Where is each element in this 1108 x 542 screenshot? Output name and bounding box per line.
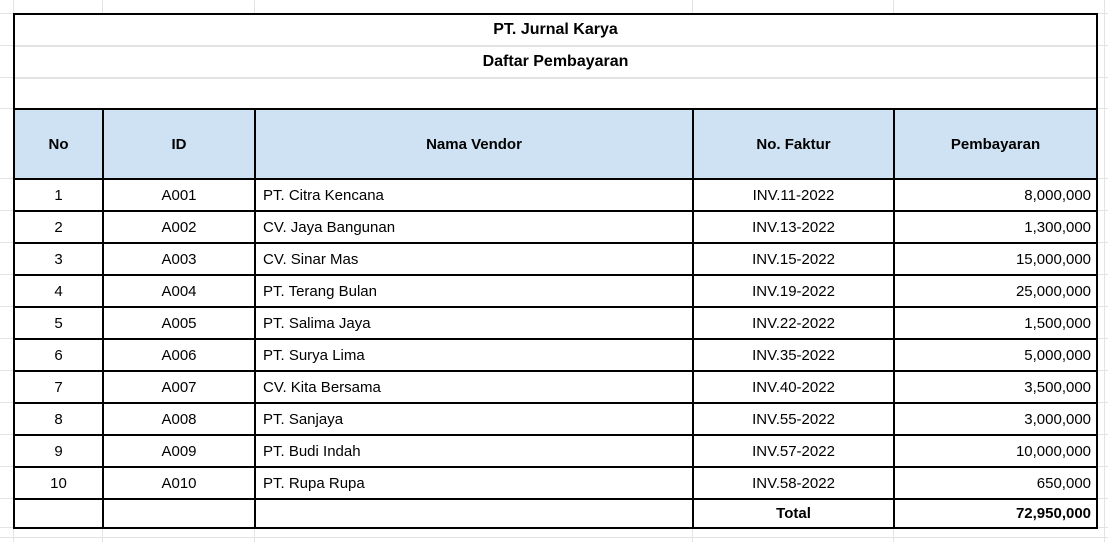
table-row: 6 A006 PT. Surya Lima INV.35-2022 5,000,…: [13, 338, 1099, 372]
total-value-cell[interactable]: 72,950,000: [892, 498, 1099, 529]
cell-pembayaran[interactable]: 3,500,000: [892, 370, 1099, 404]
cell-vendor[interactable]: CV. Jaya Bangunan: [254, 210, 694, 244]
cell-faktur[interactable]: INV.11-2022: [692, 178, 895, 212]
column-header-row: No ID Nama Vendor No. Faktur Pembayaran: [13, 108, 1099, 180]
gridline: [1104, 0, 1105, 542]
cell-no[interactable]: 2: [13, 210, 104, 244]
gridline: [0, 537, 1108, 538]
cell-pembayaran[interactable]: 3,000,000: [892, 402, 1099, 436]
cell-id[interactable]: A008: [102, 402, 256, 436]
gridline: [13, 0, 14, 13]
spacer-row: [14, 78, 1097, 109]
cell-id[interactable]: A005: [102, 306, 256, 340]
cell-no[interactable]: 8: [13, 402, 104, 436]
gridline: [692, 0, 693, 13]
cell-pembayaran[interactable]: 25,000,000: [892, 274, 1099, 308]
gridline: [254, 527, 255, 542]
column-header-id[interactable]: ID: [102, 108, 256, 180]
cell-id[interactable]: A001: [102, 178, 256, 212]
column-header-vendor[interactable]: Nama Vendor: [254, 108, 694, 180]
table-row: 4 A004 PT. Terang Bulan INV.19-2022 25,0…: [13, 274, 1099, 308]
table-row: 1 A001 PT. Citra Kencana INV.11-2022 8,0…: [13, 178, 1099, 212]
cell-vendor[interactable]: CV. Sinar Mas: [254, 242, 694, 276]
cell-no[interactable]: 1: [13, 178, 104, 212]
total-empty-cell-id[interactable]: [102, 498, 256, 529]
column-header-pembayaran[interactable]: Pembayaran: [892, 108, 1099, 180]
cell-faktur[interactable]: INV.35-2022: [692, 338, 895, 372]
cell-vendor[interactable]: PT. Sanjaya: [254, 402, 694, 436]
gridline: [893, 0, 894, 13]
table-row: 10 A010 PT. Rupa Rupa INV.58-2022 650,00…: [13, 466, 1099, 500]
gridline: [893, 527, 894, 542]
cell-no[interactable]: 4: [13, 274, 104, 308]
table-row: 2 A002 CV. Jaya Bangunan INV.13-2022 1,3…: [13, 210, 1099, 244]
cell-faktur[interactable]: INV.13-2022: [692, 210, 895, 244]
cell-id[interactable]: A002: [102, 210, 256, 244]
document-subtitle[interactable]: Daftar Pembayaran: [14, 46, 1098, 79]
gridline: [692, 527, 693, 542]
cell-no[interactable]: 9: [13, 434, 104, 468]
spacer-cell[interactable]: [14, 78, 1097, 109]
cell-vendor[interactable]: PT. Rupa Rupa: [254, 466, 694, 500]
total-empty-cell-vendor[interactable]: [254, 498, 694, 529]
cell-faktur[interactable]: INV.57-2022: [692, 434, 895, 468]
cell-vendor[interactable]: PT. Salima Jaya: [254, 306, 694, 340]
cell-id[interactable]: A009: [102, 434, 256, 468]
gridline: [254, 0, 255, 13]
cell-pembayaran[interactable]: 10,000,000: [892, 434, 1099, 468]
cell-pembayaran[interactable]: 1,500,000: [892, 306, 1099, 340]
gridline: [102, 527, 103, 542]
cell-vendor[interactable]: PT. Citra Kencana: [254, 178, 694, 212]
total-empty-cell-no[interactable]: [13, 498, 104, 529]
cell-faktur[interactable]: INV.22-2022: [692, 306, 895, 340]
company-title[interactable]: PT. Jurnal Karya: [14, 14, 1098, 47]
cell-no[interactable]: 7: [13, 370, 104, 404]
title-row-company: PT. Jurnal Karya: [14, 14, 1098, 47]
cell-id[interactable]: A007: [102, 370, 256, 404]
cell-faktur[interactable]: INV.40-2022: [692, 370, 895, 404]
cell-pembayaran[interactable]: 15,000,000: [892, 242, 1099, 276]
cell-faktur[interactable]: INV.58-2022: [692, 466, 895, 500]
gridline: [13, 527, 14, 542]
cell-pembayaran[interactable]: 1,300,000: [892, 210, 1099, 244]
cell-pembayaran[interactable]: 650,000: [892, 466, 1099, 500]
cell-id[interactable]: A003: [102, 242, 256, 276]
table-row: 7 A007 CV. Kita Bersama INV.40-2022 3,50…: [13, 370, 1099, 404]
cell-no[interactable]: 3: [13, 242, 104, 276]
gridline: [102, 0, 103, 13]
table-row: 9 A009 PT. Budi Indah INV.57-2022 10,000…: [13, 434, 1099, 468]
cell-faktur[interactable]: INV.15-2022: [692, 242, 895, 276]
table-row: 8 A008 PT. Sanjaya INV.55-2022 3,000,000: [13, 402, 1099, 436]
cell-pembayaran[interactable]: 5,000,000: [892, 338, 1099, 372]
cell-id[interactable]: A004: [102, 274, 256, 308]
table-row: 3 A003 CV. Sinar Mas INV.15-2022 15,000,…: [13, 242, 1099, 276]
cell-pembayaran[interactable]: 8,000,000: [892, 178, 1099, 212]
title-row-subtitle: Daftar Pembayaran: [14, 46, 1098, 79]
cell-id[interactable]: A010: [102, 466, 256, 500]
total-label-cell[interactable]: Total: [692, 498, 895, 529]
cell-id[interactable]: A006: [102, 338, 256, 372]
cell-vendor[interactable]: PT. Budi Indah: [254, 434, 694, 468]
column-header-no[interactable]: No: [13, 108, 104, 180]
cell-vendor[interactable]: PT. Surya Lima: [254, 338, 694, 372]
payment-table: PT. Jurnal Karya Daftar Pembayaran No ID…: [13, 13, 1099, 529]
table-row: 5 A005 PT. Salima Jaya INV.22-2022 1,500…: [13, 306, 1099, 340]
cell-no[interactable]: 10: [13, 466, 104, 500]
column-header-faktur[interactable]: No. Faktur: [692, 108, 895, 180]
cell-faktur[interactable]: INV.55-2022: [692, 402, 895, 436]
cell-no[interactable]: 6: [13, 338, 104, 372]
cell-vendor[interactable]: CV. Kita Bersama: [254, 370, 694, 404]
cell-no[interactable]: 5: [13, 306, 104, 340]
cell-vendor[interactable]: PT. Terang Bulan: [254, 274, 694, 308]
cell-faktur[interactable]: INV.19-2022: [692, 274, 895, 308]
total-row: Total 72,950,000: [13, 498, 1099, 529]
